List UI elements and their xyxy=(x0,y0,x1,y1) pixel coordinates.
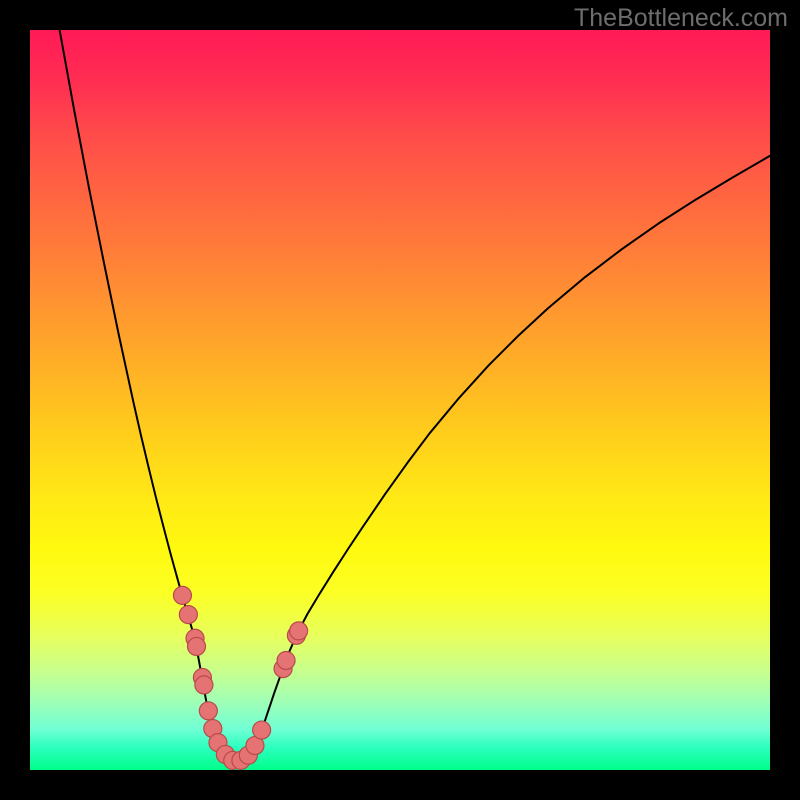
curve-overlay xyxy=(30,30,770,770)
data-point-marker xyxy=(253,721,271,739)
data-point-marker xyxy=(173,586,191,604)
data-point-marker xyxy=(277,651,295,669)
data-point-marker xyxy=(290,622,308,640)
plot-area xyxy=(30,30,770,770)
bottleneck-curve xyxy=(60,30,770,761)
data-point-marker xyxy=(179,606,197,624)
watermark-text: TheBottleneck.com xyxy=(574,4,788,33)
data-point-marker xyxy=(188,637,206,655)
data-point-marker xyxy=(195,676,213,694)
data-point-marker xyxy=(199,702,217,720)
chart-root: TheBottleneck.com xyxy=(0,0,800,800)
